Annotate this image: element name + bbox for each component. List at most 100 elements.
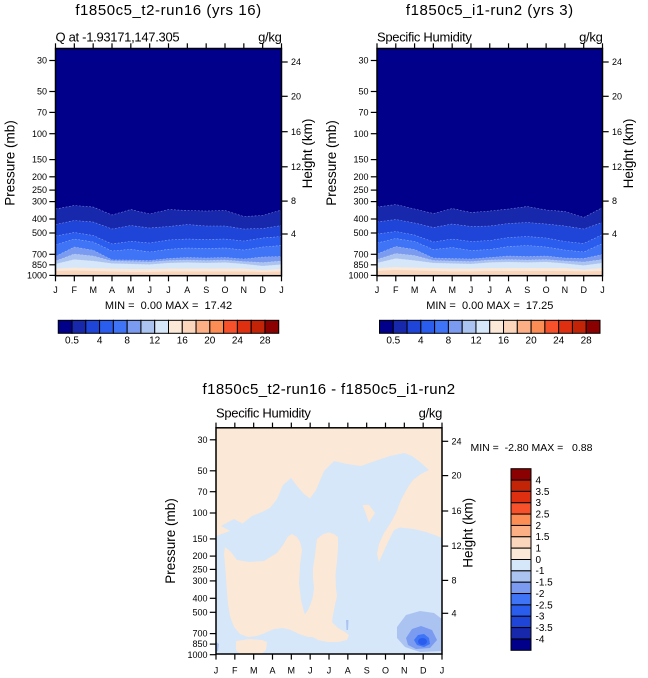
svg-text:1000: 1000 xyxy=(348,271,368,281)
svg-text:Pressure (mb): Pressure (mb) xyxy=(163,498,178,584)
svg-text:Height (km): Height (km) xyxy=(461,498,476,568)
svg-text:20: 20 xyxy=(452,471,462,481)
svg-text:250: 250 xyxy=(353,185,368,195)
svg-text:8: 8 xyxy=(612,196,617,206)
svg-text:f1850c5_i1-run2 (yrs 3): f1850c5_i1-run2 (yrs 3) xyxy=(406,2,574,19)
svg-text:g/kg: g/kg xyxy=(258,30,281,45)
svg-text:A: A xyxy=(430,285,436,295)
svg-text:O: O xyxy=(221,285,228,295)
svg-text:8: 8 xyxy=(291,196,296,206)
svg-text:50: 50 xyxy=(37,87,47,97)
svg-text:-1.5: -1.5 xyxy=(536,578,554,589)
svg-text:24: 24 xyxy=(232,336,244,347)
svg-text:200: 200 xyxy=(192,551,207,561)
svg-text:16: 16 xyxy=(452,506,462,516)
svg-text:12: 12 xyxy=(612,162,622,172)
svg-text:2.5: 2.5 xyxy=(536,510,550,521)
svg-text:20: 20 xyxy=(204,336,216,347)
svg-text:70: 70 xyxy=(197,487,207,497)
svg-text:D: D xyxy=(420,666,427,676)
svg-text:20: 20 xyxy=(526,336,538,347)
svg-text:400: 400 xyxy=(32,214,47,224)
svg-text:30: 30 xyxy=(197,435,207,445)
svg-text:20: 20 xyxy=(291,91,301,101)
svg-text:1: 1 xyxy=(536,544,542,555)
svg-text:J: J xyxy=(327,666,332,676)
svg-text:J: J xyxy=(600,285,605,295)
svg-text:J: J xyxy=(147,285,152,295)
svg-text:J: J xyxy=(469,285,474,295)
svg-text:Pressure (mb): Pressure (mb) xyxy=(324,120,339,206)
svg-text:850: 850 xyxy=(353,260,368,270)
svg-text:500: 500 xyxy=(192,607,207,617)
svg-text:f1850c5_t2-run16 (yrs 16): f1850c5_t2-run16 (yrs 16) xyxy=(75,2,261,19)
svg-text:700: 700 xyxy=(32,249,47,259)
svg-text:28: 28 xyxy=(581,336,593,347)
svg-text:S: S xyxy=(203,285,209,295)
svg-text:-4: -4 xyxy=(536,634,545,645)
svg-text:F: F xyxy=(393,285,399,295)
svg-text:2: 2 xyxy=(536,521,542,532)
svg-text:S: S xyxy=(364,666,370,676)
svg-text:A: A xyxy=(345,666,351,676)
svg-text:4: 4 xyxy=(536,475,542,486)
svg-text:J: J xyxy=(488,285,493,295)
svg-text:g/kg: g/kg xyxy=(419,406,442,421)
svg-text:-3: -3 xyxy=(536,612,545,623)
svg-text:Height (km): Height (km) xyxy=(300,119,315,189)
svg-text:F: F xyxy=(232,666,238,676)
svg-text:24: 24 xyxy=(553,336,565,347)
svg-text:70: 70 xyxy=(358,108,368,118)
svg-text:O: O xyxy=(543,285,550,295)
svg-text:g/kg: g/kg xyxy=(579,30,602,45)
svg-text:D: D xyxy=(259,285,266,295)
svg-text:8: 8 xyxy=(452,576,457,586)
svg-text:16: 16 xyxy=(612,127,622,137)
svg-text:700: 700 xyxy=(192,629,207,639)
svg-text:100: 100 xyxy=(192,508,207,518)
svg-text:30: 30 xyxy=(358,56,368,66)
svg-text:Specific Humidity: Specific Humidity xyxy=(377,30,472,45)
svg-text:50: 50 xyxy=(197,466,207,476)
svg-text:M: M xyxy=(89,285,97,295)
svg-text:M: M xyxy=(411,285,419,295)
svg-text:f1850c5_t2-run16 - f1850c5_i1-: f1850c5_t2-run16 - f1850c5_i1-run2 xyxy=(203,381,456,398)
svg-text:16: 16 xyxy=(291,127,301,137)
svg-text:A: A xyxy=(505,285,511,295)
svg-text:50: 50 xyxy=(358,87,368,97)
svg-text:100: 100 xyxy=(353,129,368,139)
svg-text:4: 4 xyxy=(291,229,296,239)
svg-text:150: 150 xyxy=(32,155,47,165)
svg-text:3.5: 3.5 xyxy=(536,487,550,498)
svg-text:0.5: 0.5 xyxy=(386,336,400,347)
svg-text:N: N xyxy=(241,285,248,295)
svg-text:8: 8 xyxy=(446,336,452,347)
svg-text:16: 16 xyxy=(498,336,510,347)
svg-text:-2.5: -2.5 xyxy=(536,600,554,611)
svg-text:M: M xyxy=(288,666,296,676)
svg-text:4: 4 xyxy=(418,336,424,347)
svg-text:250: 250 xyxy=(32,185,47,195)
svg-text:12: 12 xyxy=(470,336,482,347)
svg-text:J: J xyxy=(440,666,445,676)
svg-text:1000: 1000 xyxy=(27,271,47,281)
svg-text:A: A xyxy=(269,666,275,676)
svg-text:20: 20 xyxy=(612,91,622,101)
svg-text:-2: -2 xyxy=(536,589,545,600)
svg-text:30: 30 xyxy=(37,56,47,66)
svg-text:250: 250 xyxy=(192,565,207,575)
svg-text:O: O xyxy=(382,666,389,676)
svg-text:1000: 1000 xyxy=(187,650,207,660)
svg-text:850: 850 xyxy=(32,260,47,270)
svg-text:J: J xyxy=(214,666,219,676)
svg-text:300: 300 xyxy=(353,197,368,207)
svg-text:1.5: 1.5 xyxy=(536,532,550,543)
svg-text:Q at -1.93171,147.305: Q at -1.93171,147.305 xyxy=(56,30,180,45)
svg-text:N: N xyxy=(562,285,569,295)
svg-text:16: 16 xyxy=(177,336,189,347)
svg-text:400: 400 xyxy=(353,214,368,224)
svg-text:S: S xyxy=(524,285,530,295)
svg-text:J: J xyxy=(279,285,284,295)
svg-text:4: 4 xyxy=(97,336,103,347)
svg-text:200: 200 xyxy=(353,172,368,182)
